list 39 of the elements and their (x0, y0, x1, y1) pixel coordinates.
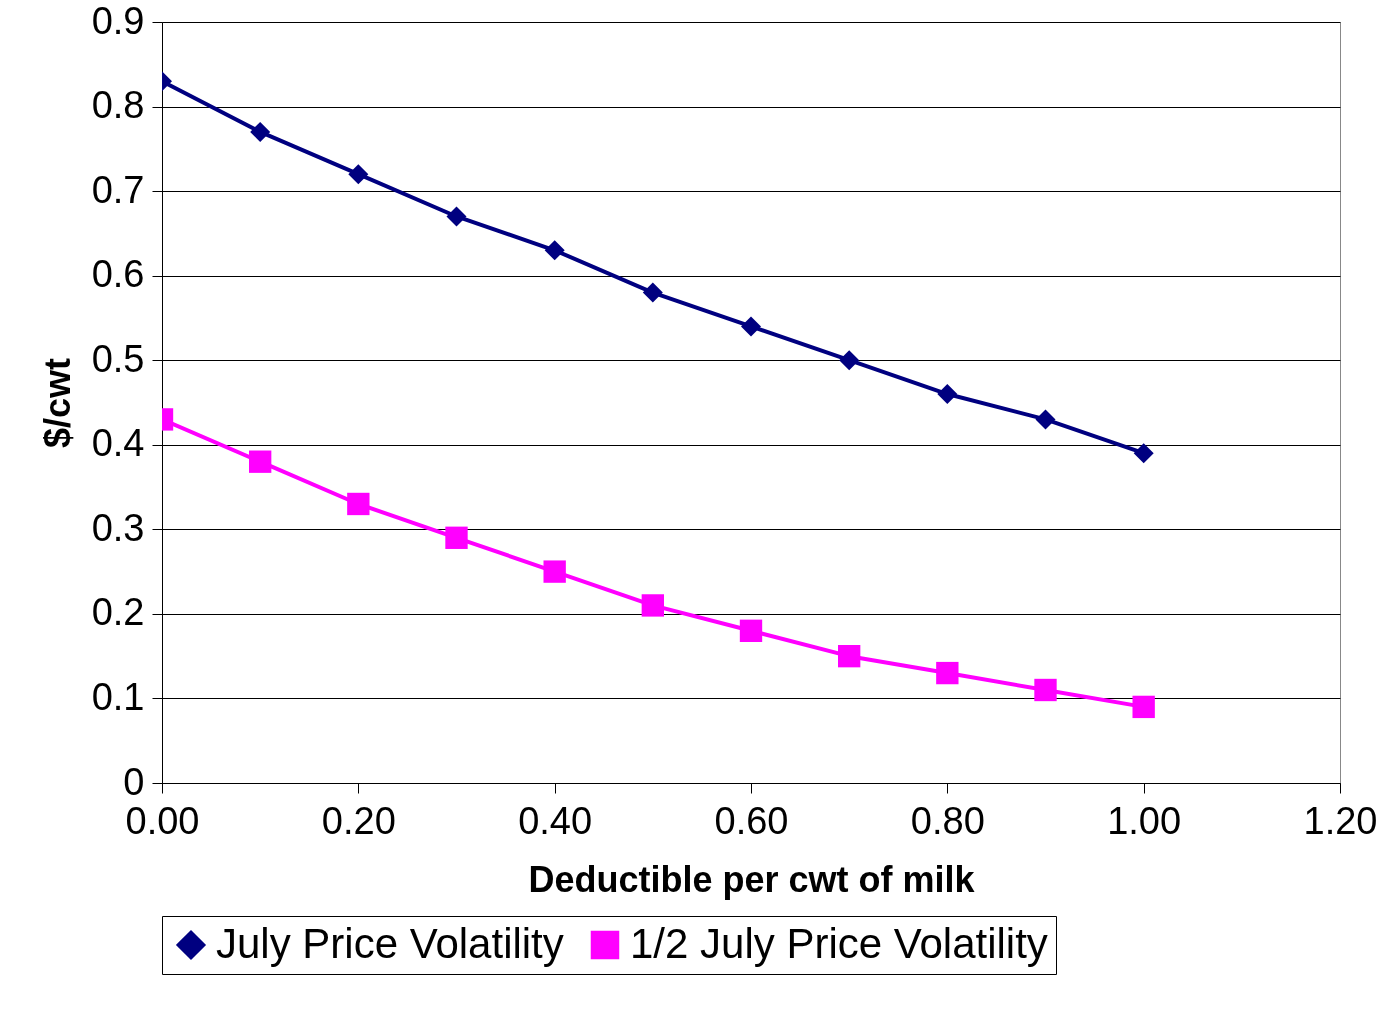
point (837, 644, 861, 668)
point (1034, 678, 1057, 702)
y-tick-label: 0.8 (91, 84, 145, 127)
point (741, 316, 761, 337)
x-tick-label: 0.80 (910, 799, 985, 842)
point (839, 350, 860, 371)
y-tick-label: 0.1 (91, 675, 145, 718)
y-tick-label: 0.2 (91, 591, 145, 634)
y-tick-label: 0.3 (91, 506, 145, 549)
y-tick-label: 0.5 (91, 337, 145, 380)
point (739, 619, 763, 642)
point (1035, 409, 1056, 430)
y-tick-label: 0.6 (91, 253, 145, 296)
point (1132, 695, 1155, 719)
x-tick-label: 0.60 (714, 799, 789, 842)
y-tick-label: 0.7 (91, 168, 145, 211)
point (348, 164, 369, 185)
y-tick-label: 0.9 (91, 0, 145, 42)
point (248, 450, 272, 473)
point (641, 594, 665, 617)
point (1133, 443, 1154, 464)
point (642, 282, 663, 303)
point (446, 206, 467, 227)
y-axis-title: $/cwt (36, 357, 78, 449)
legend-label: 1/2 July Price Volatility (630, 920, 1048, 967)
x-tick-label: 0.20 (321, 799, 396, 842)
point (347, 492, 370, 516)
x-tick-label: 0.40 (518, 799, 593, 842)
point (250, 121, 271, 142)
point (543, 560, 566, 583)
point (544, 240, 565, 261)
point (937, 384, 958, 405)
x-axis-title: Deductible per cwt of milk (528, 858, 976, 900)
x-tick-label: 1.20 (1303, 799, 1378, 842)
y-tick-label: 0.4 (91, 422, 145, 465)
legend-label: July Price Volatility (216, 920, 564, 967)
point (445, 526, 468, 549)
point (936, 661, 959, 685)
x-tick-label: 1.00 (1107, 799, 1182, 842)
